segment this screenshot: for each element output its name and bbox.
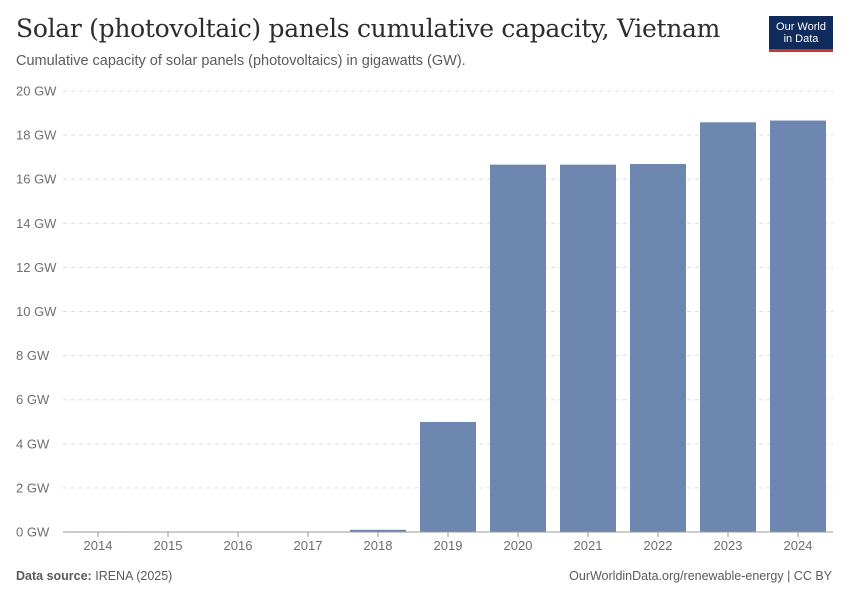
- bar-2024[interactable]: [770, 120, 826, 532]
- x-tick-label: 2020: [504, 538, 533, 553]
- y-tick-label: 0 GW: [16, 525, 50, 540]
- y-tick-label: 10 GW: [16, 304, 57, 319]
- x-tick-label: 2017: [294, 538, 323, 553]
- x-tick-label: 2022: [644, 538, 673, 553]
- x-tick-label: 2019: [434, 538, 463, 553]
- y-tick-label: 2 GW: [16, 480, 50, 495]
- data-source: Data source: IRENA (2025): [16, 569, 172, 583]
- x-tick-label: 2016: [224, 538, 253, 553]
- bar-2018[interactable]: [350, 529, 406, 532]
- bar-2019[interactable]: [420, 421, 476, 532]
- axes: 0 GW 2 GW 4 GW 6 GW 8 GW 10 GW 12 GW 14 GW 16 GW…: [16, 84, 833, 553]
- data-source-value[interactable]: IRENA (2025): [95, 569, 173, 583]
- y-tick-label: 18 GW: [16, 128, 57, 143]
- bar-2023[interactable]: [700, 122, 756, 532]
- x-tick-label: 2024: [784, 538, 813, 553]
- y-tick-label: 16 GW: [16, 172, 57, 187]
- x-tick-label: 2018: [364, 538, 393, 553]
- bar-2020[interactable]: [490, 164, 546, 532]
- chart-subtitle: Cumulative capacity of solar panels (pho…: [16, 53, 466, 69]
- x-tick-label: 2015: [154, 538, 183, 553]
- y-tick-label: 14 GW: [16, 216, 57, 231]
- x-tick-label: 2023: [714, 538, 743, 553]
- y-tick-label: 8 GW: [16, 348, 50, 363]
- data-source-label: Data source:: [16, 569, 92, 583]
- chart-title: Solar (photovoltaic) panels cumulative c…: [16, 14, 721, 43]
- y-tick-label: 12 GW: [16, 260, 57, 275]
- y-tick-label: 20 GW: [16, 84, 57, 99]
- logo-line-1: Our World: [776, 20, 826, 33]
- x-tick-label: 2014: [84, 538, 113, 553]
- owid-logo[interactable]: Our World in Data: [769, 16, 833, 52]
- footer-link[interactable]: OurWorldinData.org/renewable-energy | CC…: [569, 569, 832, 583]
- x-tick-label: 2021: [574, 538, 603, 553]
- y-tick-label: 4 GW: [16, 436, 50, 451]
- bars: [70, 120, 826, 533]
- bar-2021[interactable]: [560, 164, 616, 532]
- y-tick-label: 6 GW: [16, 392, 50, 407]
- logo-line-2: in Data: [783, 32, 819, 45]
- bar-2022[interactable]: [630, 163, 686, 532]
